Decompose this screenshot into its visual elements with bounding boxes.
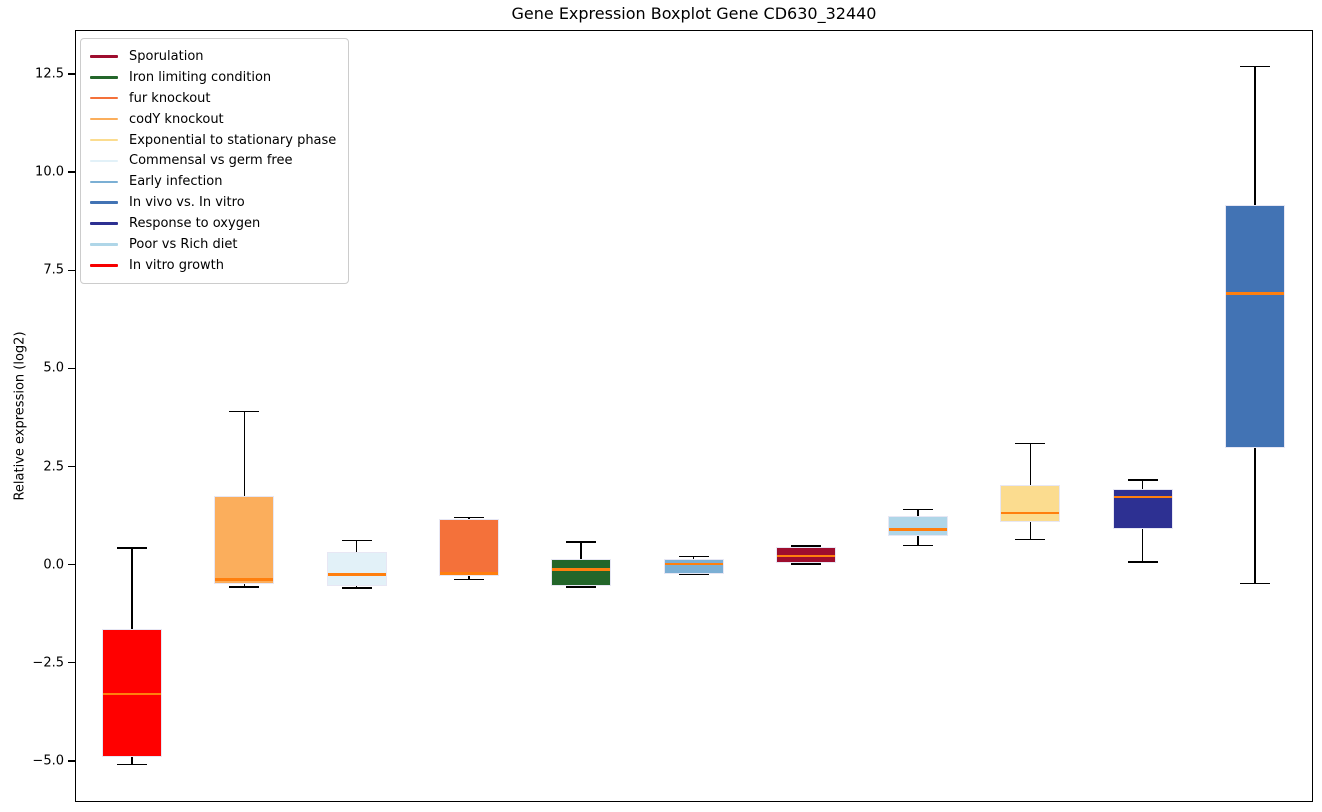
plot-area: 12.5 10.0 7.5 5.0 2.5 0.0 −2.5 −5.0 Sporulation… — [32, 30, 1313, 802]
whisker-cap-top — [790, 545, 821, 547]
legend-swatch-line — [90, 243, 118, 246]
legend-swatch-line — [90, 96, 118, 100]
whisker-cap-top — [117, 547, 148, 549]
whisker-cap-bottom — [1015, 538, 1046, 541]
y-tick-label: 7.5 — [43, 262, 64, 278]
y-tick-mark — [68, 171, 75, 173]
median-line — [439, 572, 498, 575]
median-line — [103, 692, 162, 696]
legend-label: Commensal vs germ free — [129, 153, 293, 169]
chart-title: Gene Expression Boxplot Gene CD630_32440 — [511, 4, 877, 23]
legend-swatch-line — [90, 159, 118, 163]
median-line — [215, 578, 274, 581]
whisker-cap-bottom — [566, 586, 597, 588]
median-line — [327, 573, 386, 576]
legend-item-iron-limiting-condition: Iron limiting condition — [90, 67, 336, 88]
whisker-cap-top — [903, 508, 934, 511]
legend: Sporulation Iron limiting condition fur kn… — [80, 38, 350, 284]
whisker-cap-top — [341, 539, 372, 542]
whisker-cap-top — [1127, 479, 1158, 481]
whisker-cap-top — [566, 541, 597, 543]
whisker-cap-top — [1239, 65, 1270, 68]
legend-label: fur knockout — [129, 90, 211, 106]
y-tick-mark — [68, 367, 75, 370]
legend-swatch-line — [90, 55, 118, 58]
legend-label: Response to oxygen — [129, 216, 261, 232]
y-tick-mark — [68, 661, 75, 664]
box-in-vivo-vs-in-vitro — [1224, 204, 1285, 449]
legend-swatch-line — [90, 201, 118, 204]
whisker-cap-bottom — [117, 763, 148, 766]
box-early-infection — [663, 558, 724, 574]
legend-label: Exponential to stationary phase — [129, 132, 337, 148]
legend-label: In vivo vs. In vitro — [129, 195, 245, 211]
whisker-cap-top — [453, 516, 484, 519]
y-tick-mark — [68, 73, 75, 75]
y-tick-label: 2.5 — [43, 459, 64, 474]
box-exponential-to-stationary-phase — [1000, 485, 1061, 522]
whisker-cap-bottom — [341, 587, 372, 589]
legend-item-exponential-to-stationary-phase: Exponential to stationary phase — [90, 130, 336, 151]
whisker-cap-top — [1015, 442, 1046, 445]
legend-item-response-to-oxygen: Response to oxygen — [90, 213, 336, 234]
box-cody-knockout — [214, 495, 275, 585]
legend-label: Sporulation — [129, 48, 204, 64]
legend-label: codY knockout — [129, 111, 224, 127]
y-tick-label: 5.0 — [43, 360, 64, 376]
box-poor-vs-rich-diet — [888, 516, 949, 537]
whisker-cap-bottom — [790, 563, 821, 565]
legend-item-in-vivo-vs-in-vitro: In vivo vs. In vitro — [90, 192, 336, 213]
box-response-to-oxygen — [1112, 488, 1173, 530]
median-line — [889, 528, 948, 531]
median-line — [552, 568, 611, 571]
legend-item-commensal-vs-germ-free: Commensal vs germ free — [90, 150, 336, 171]
y-tick-label: 12.5 — [35, 66, 64, 82]
legend-swatch-line — [90, 117, 118, 121]
whisker-cap-bottom — [1127, 561, 1158, 563]
median-line — [1225, 292, 1284, 295]
y-tick-label: 10.0 — [35, 164, 64, 180]
legend-swatch-line — [90, 138, 118, 142]
legend-item-sporulation: Sporulation — [90, 46, 336, 67]
legend-swatch-line — [90, 76, 118, 79]
legend-swatch-line — [90, 264, 118, 267]
median-line — [776, 554, 835, 558]
legend-item-cody-knockout: codY knockout — [90, 109, 336, 130]
y-tick-mark — [68, 465, 75, 468]
legend-item-fur-knockout: fur knockout — [90, 88, 336, 109]
legend-label: Early infection — [129, 174, 223, 190]
legend-label: Iron limiting condition — [129, 69, 272, 85]
y-tick-label: −5.0 — [32, 753, 64, 769]
legend-item-poor-vs-rich-diet: Poor vs Rich diet — [90, 234, 336, 255]
whisker-cap-top — [229, 410, 260, 413]
whisker-cap-bottom — [1239, 582, 1270, 585]
legend-label: Poor vs Rich diet — [129, 236, 238, 252]
whisker-cap-bottom — [678, 573, 709, 576]
whisker-cap-bottom — [229, 586, 260, 588]
y-tick-mark — [68, 269, 75, 272]
legend-label: In vitro growth — [129, 257, 224, 273]
legend-item-in-vitro-growth: In vitro growth — [90, 255, 336, 276]
legend-swatch-line — [90, 180, 118, 184]
whisker-cap-bottom — [453, 578, 484, 581]
y-tick-label: 0.0 — [43, 557, 64, 573]
legend-item-early-infection: Early infection — [90, 171, 336, 192]
y-tick-mark — [68, 760, 75, 762]
median-line — [664, 562, 723, 566]
median-line — [1113, 495, 1172, 499]
box-commensal-vs-germ-free — [326, 552, 387, 587]
whisker-cap-top — [678, 555, 709, 558]
box-iron-limiting-condition — [551, 559, 612, 587]
y-tick-label: −2.5 — [32, 655, 64, 671]
y-axis-label: Relative expression (log2) — [12, 331, 28, 501]
legend-swatch-line — [90, 222, 118, 225]
y-tick-mark — [68, 563, 75, 566]
whisker-cap-bottom — [903, 544, 934, 547]
median-line — [1001, 511, 1060, 515]
box-fur-knockout — [438, 519, 499, 576]
